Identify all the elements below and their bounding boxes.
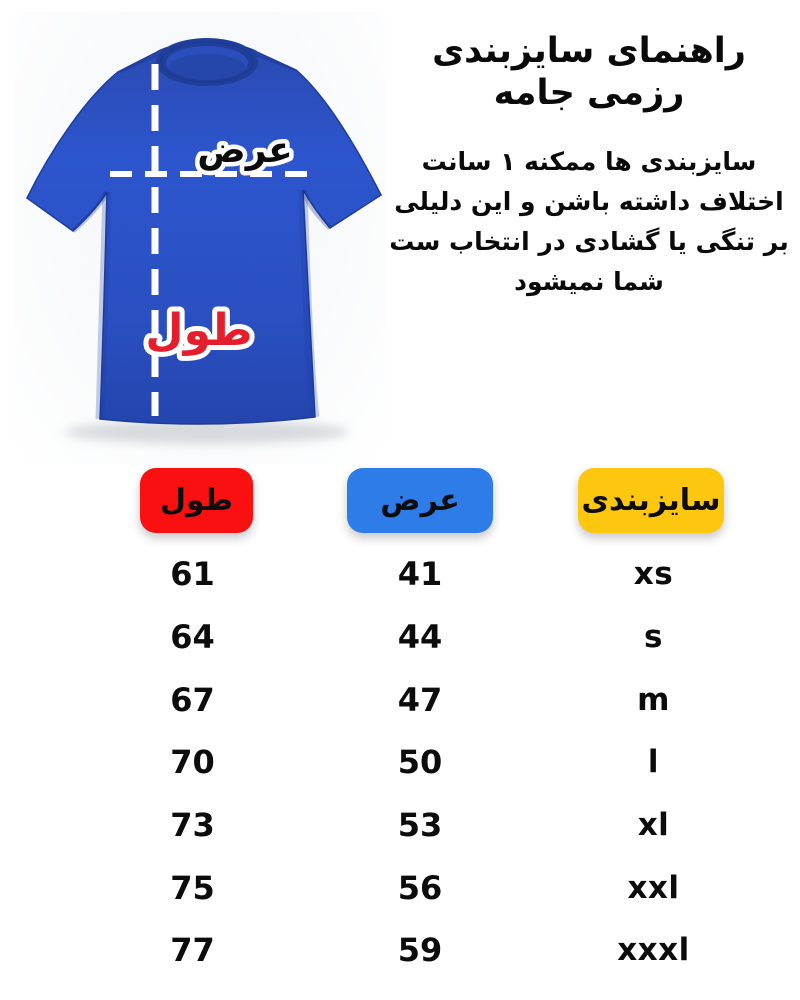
length-value: 77 (170, 931, 215, 970)
tshirt-graphic: عرض طول (26, 38, 382, 444)
length-label-on-shirt: طول (145, 305, 252, 356)
size-name: xxl (627, 869, 680, 906)
size-name: xs (633, 556, 674, 593)
guide-note-line-1: سایزبندی ها ممکنه ۱ سانت (421, 147, 757, 176)
shoulder-seam-right (253, 53, 295, 71)
size-column: xs s m l xl xxl xxxl (576, 543, 731, 982)
shirt-body (26, 42, 382, 425)
length-value: 70 (170, 743, 215, 782)
width-column-header: عرض (347, 468, 493, 533)
shoulder-seam-left (119, 53, 161, 73)
size-name: xxxl (617, 932, 690, 969)
length-value: 75 (170, 868, 215, 907)
guide-title: راهنمای سایزبندی رزمی جامه (432, 31, 746, 113)
width-value: 59 (397, 931, 443, 970)
length-value: 67 (170, 680, 215, 719)
tshirt-photo: عرض طول (14, 12, 386, 464)
width-value: 50 (397, 743, 443, 782)
size-name: s (644, 619, 663, 656)
side-shade-left (95, 191, 112, 420)
length-value: 64 (170, 618, 215, 657)
length-value: 61 (170, 555, 215, 594)
guide-note-line-2: اختلاف داشته باشن و این دلیلی (394, 187, 784, 216)
size-name: xl (637, 807, 670, 844)
width-value: 41 (397, 555, 443, 594)
width-column: 41 44 47 50 53 56 59 (345, 543, 495, 982)
width-value: 44 (397, 618, 443, 657)
size-name: l (647, 744, 660, 781)
width-value: 47 (397, 680, 443, 719)
armpit-shade-right (300, 189, 332, 230)
length-column-header: طول (140, 468, 253, 533)
width-value: 53 (397, 806, 443, 845)
width-label-on-shirt: عرض (197, 130, 292, 171)
length-value: 73 (170, 806, 215, 845)
armpit-shade-left (71, 190, 110, 233)
length-column: 61 64 67 70 73 75 77 (115, 543, 270, 982)
side-shade-right (298, 189, 320, 418)
size-name: m (637, 681, 670, 718)
collar (156, 38, 258, 86)
shirt-shadow (65, 420, 349, 444)
guide-note-line-3: بر تنگی یا گشادی در انتخاب ست شما نمیشود (389, 227, 789, 296)
guide-text: راهنمای سایزبندی رزمی جامه سایزبندی ها م… (385, 30, 793, 302)
size-column-header: سایزبندی (578, 468, 724, 533)
width-value: 56 (397, 868, 443, 907)
